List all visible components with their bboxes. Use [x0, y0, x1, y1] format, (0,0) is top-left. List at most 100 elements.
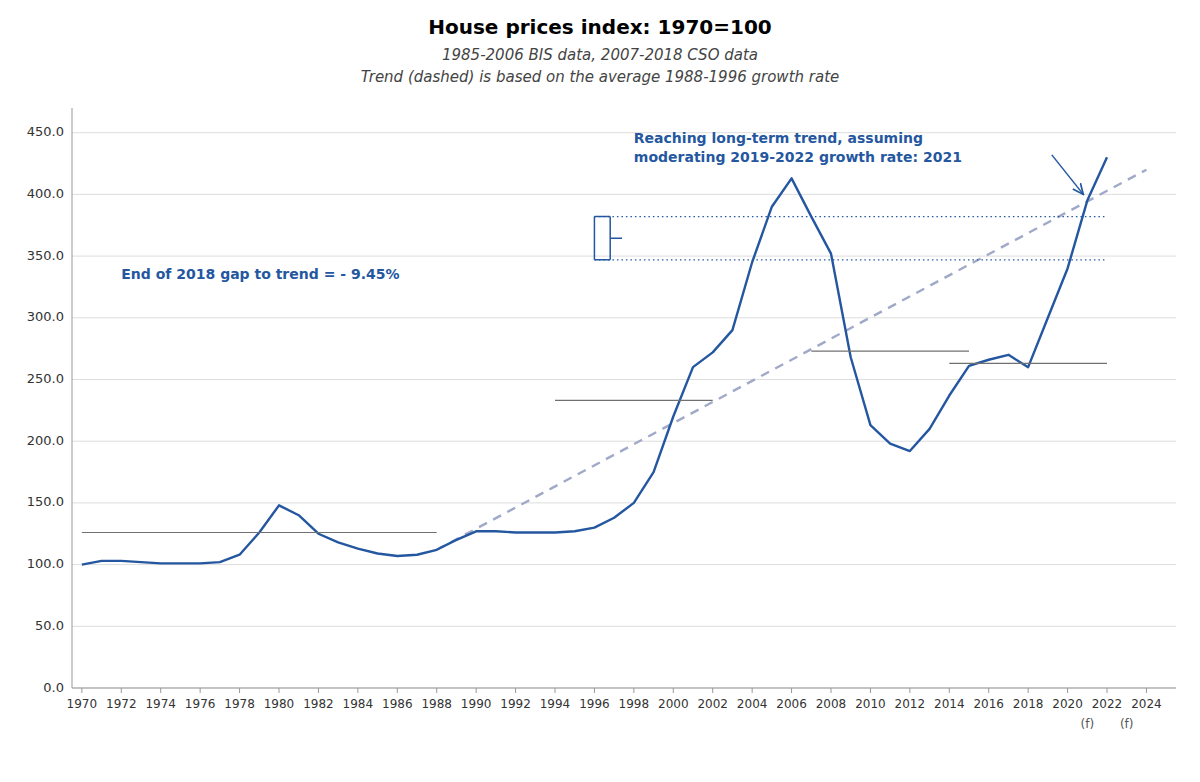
- x-tick: [831, 688, 832, 693]
- x-tick-label: 2012: [895, 697, 926, 711]
- x-tick-label: 1980: [264, 697, 295, 711]
- annotation: Reaching long-term trend, assuming: [634, 130, 923, 146]
- annotation: End of 2018 gap to trend = - 9.45%: [121, 266, 399, 282]
- x-tick: [476, 688, 477, 693]
- x-tick-label: 1990: [461, 697, 492, 711]
- x-tick: [200, 688, 201, 693]
- x-tick: [712, 688, 713, 693]
- grid-line: [72, 256, 1176, 257]
- x-tick: [397, 688, 398, 693]
- arrow: [1052, 155, 1084, 194]
- x-tick-label: 1974: [145, 697, 176, 711]
- x-tick-label: 1998: [619, 697, 650, 711]
- plot-area: [82, 157, 1147, 564]
- x-tick: [673, 688, 674, 693]
- x-tick: [594, 688, 595, 693]
- y-tick-label: 250.0: [27, 371, 64, 386]
- reference-line: [949, 363, 1107, 364]
- subtitle: 1985-2006 BIS data, 2007-2018 CSO data: [442, 46, 758, 64]
- x-tick: [357, 688, 358, 693]
- y-tick-label: 400.0: [27, 186, 64, 201]
- x-tick-label: 2010: [855, 697, 886, 711]
- x-tick-label: 1994: [540, 697, 571, 711]
- grid-line: [72, 502, 1176, 503]
- x-tick: [949, 688, 950, 693]
- x-axis-line: [72, 688, 1176, 689]
- x-tick: [791, 688, 792, 693]
- x-tick-label: 1988: [421, 697, 452, 711]
- x-tick: [515, 688, 516, 693]
- x-tick-label: 2002: [697, 697, 728, 711]
- x-tick: [1028, 688, 1029, 693]
- x-tick-label: 2014: [934, 697, 965, 711]
- x-tick: [555, 688, 556, 693]
- x-tick-label: 1982: [303, 697, 334, 711]
- y-tick-label: 0.0: [43, 680, 64, 695]
- x-tick-label: 1986: [382, 697, 413, 711]
- bracket: [594, 217, 622, 260]
- reference-line: [811, 351, 969, 352]
- x-tick: [633, 688, 634, 693]
- x-tick-label: 2016: [973, 697, 1004, 711]
- x-tick-label: 2000: [658, 697, 689, 711]
- x-tick-label: 1996: [579, 697, 610, 711]
- x-tick-label: 1984: [343, 697, 374, 711]
- y-tick-label: 150.0: [27, 494, 64, 509]
- grid-line: [72, 688, 1176, 689]
- price-line: [82, 157, 1107, 564]
- gap-line: [594, 259, 1107, 260]
- y-tick-label: 350.0: [27, 248, 64, 263]
- title: House prices index: 1970=100: [428, 15, 771, 39]
- x-tick: [318, 688, 319, 693]
- x-tick: [239, 688, 240, 693]
- y-tick-label: 200.0: [27, 433, 64, 448]
- x-tick-label: 1978: [224, 697, 255, 711]
- x-tick: [436, 688, 437, 693]
- y-tick-label: 300.0: [27, 309, 64, 324]
- grid-line: [72, 441, 1176, 442]
- x-tick-label: 2004: [737, 697, 768, 711]
- x-tick-label: 2008: [816, 697, 847, 711]
- y-tick-label: 450.0: [27, 124, 64, 139]
- x-tick: [160, 688, 161, 693]
- grid-line: [72, 132, 1176, 133]
- x-tick-label: 2022: [1092, 697, 1123, 711]
- y-axis-line: [72, 108, 73, 688]
- x-tick-label: 2024: [1131, 697, 1162, 711]
- x-tick-label: 1992: [500, 697, 531, 711]
- x-tick: [1146, 688, 1147, 693]
- x-tick-label: 2006: [776, 697, 807, 711]
- reference-line: [555, 400, 713, 401]
- x-axis: 1970 1972 1974 1976 1978 1980 1982 1984 1986 1988…: [67, 688, 1176, 731]
- forecast-label: (f): [1120, 717, 1134, 731]
- x-tick: [1107, 688, 1108, 693]
- grid-line: [72, 564, 1176, 565]
- y-axis: 0.0 50.0 100.0 150.0 200.0 250.0 300.0 350.0 400…: [27, 108, 1176, 695]
- x-tick-label: 1976: [185, 697, 216, 711]
- x-tick: [121, 688, 122, 693]
- grid-line: [72, 317, 1176, 318]
- x-tick: [752, 688, 753, 693]
- subtitle: Trend (dashed) is based on the average 1…: [361, 68, 840, 86]
- x-tick-label: 1972: [106, 697, 137, 711]
- gap-line: [594, 216, 1107, 217]
- annotations: End of 2018 gap to trend = - 9.45% Reachi…: [121, 130, 1083, 282]
- x-tick: [909, 688, 910, 693]
- x-tick: [988, 688, 989, 693]
- trend-line: [437, 170, 1147, 550]
- x-tick-label: 1970: [67, 697, 98, 711]
- x-tick: [81, 688, 82, 693]
- grid-line: [72, 379, 1176, 380]
- x-tick: [870, 688, 871, 693]
- chart: House prices index: 1970=100 1985-2006 BI…: [0, 0, 1200, 782]
- annotation: moderating 2019-2022 growth rate: 2021: [634, 149, 962, 165]
- y-tick-label: 50.0: [35, 618, 64, 633]
- x-tick: [1067, 688, 1068, 693]
- forecast-label: (f): [1080, 717, 1094, 731]
- x-tick-label: 2018: [1013, 697, 1044, 711]
- grid-line: [72, 626, 1176, 627]
- y-tick-label: 100.0: [27, 556, 64, 571]
- grid-line: [72, 194, 1176, 195]
- x-tick: [279, 688, 280, 693]
- reference-line: [82, 532, 437, 533]
